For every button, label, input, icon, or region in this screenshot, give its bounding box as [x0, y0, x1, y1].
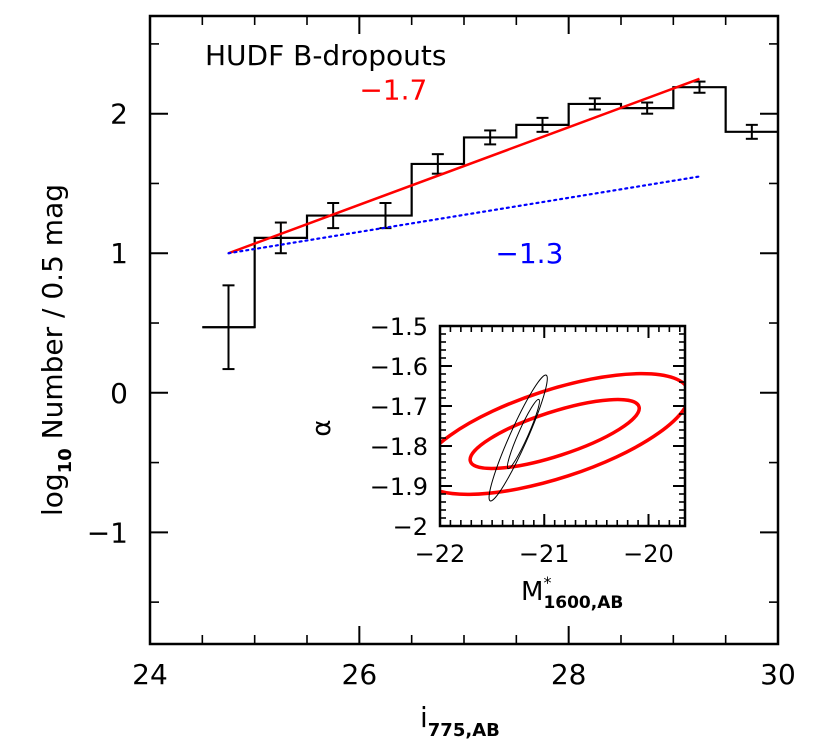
- inset-contours: [440, 371, 685, 502]
- inset-x-tick-label: −20: [623, 540, 674, 568]
- x-axis-label-sub: 775,AB: [428, 720, 500, 741]
- histogram: [202, 86, 778, 329]
- error-bar: [484, 129, 497, 146]
- inset-y-tick-label: −1.9: [370, 473, 428, 501]
- y-axis-label: log10 Number / 0.5 mag: [36, 184, 76, 516]
- y-tick-label: 2: [110, 98, 128, 131]
- inset-y-tick-label: −1.5: [370, 313, 428, 341]
- inset-x-axis-label-sup: *: [543, 573, 551, 592]
- y-tick-label: −1: [87, 516, 128, 549]
- inset-plot-frame: [438, 324, 687, 528]
- x-tick-label: 24: [132, 658, 168, 691]
- inset-y-tick-label: −2: [393, 513, 428, 541]
- inset-y-axis-label: α: [307, 419, 337, 436]
- y-tick-label: 1: [110, 237, 128, 270]
- main-axis-ticks: 24 26 28 30 −1 0 1 2: [87, 16, 796, 691]
- fit-lines: [227, 77, 701, 255]
- main-plot: 24 26 28 30 −1 0 1 2 HUDF B-dropouts −1.7 −1.3 i…: [36, 14, 796, 741]
- y-axis-label-sub: 10: [55, 448, 76, 473]
- inset-y-tick-label: −1.6: [370, 353, 428, 381]
- error-bar: [536, 116, 549, 133]
- fit-line-red: [228, 77, 700, 255]
- error-bar: [202, 284, 255, 371]
- black-contour-inner: [506, 398, 540, 470]
- inset-x-tick-label: −22: [415, 540, 466, 568]
- red-contour-inner: [468, 397, 641, 471]
- histogram-step-line: [202, 86, 778, 329]
- error-bar: [588, 97, 601, 111]
- inset-axis-ticks: −22 −21 −20 −2 −1.9 −1.8 −1.7 −1.6 −1.5: [370, 313, 685, 568]
- inset-x-tick-label: −21: [519, 540, 570, 568]
- error-bar: [274, 221, 287, 255]
- black-contour-outer: [488, 374, 548, 502]
- x-tick-label: 26: [342, 658, 378, 691]
- x-axis-label: i775,AB: [420, 701, 500, 741]
- fit-line-blue-dotted: [227, 175, 701, 255]
- error-bars: [202, 80, 758, 371]
- inset-x-axis-label: M* 1600,AB: [521, 573, 623, 613]
- chart-title: HUDF B-dropouts: [205, 39, 446, 72]
- slope-annotations: −1.7 −1.3: [359, 74, 563, 270]
- y-axis-label-rest: Number / 0.5 mag: [36, 184, 69, 448]
- slope-annotation: −1.3: [495, 237, 563, 270]
- slope-annotation: −1.7: [359, 74, 427, 107]
- inset-plot: −22 −21 −20 −2 −1.9 −1.8 −1.7 −1.6 −1.5 M* 1600,A…: [307, 313, 687, 613]
- x-tick-label: 30: [760, 658, 796, 691]
- red-contour-outer: [440, 371, 685, 497]
- x-tick-label: 28: [551, 658, 587, 691]
- y-tick-label: 0: [110, 377, 128, 410]
- inset-y-tick-label: −1.8: [370, 433, 428, 461]
- x-axis-label-main: i: [420, 701, 428, 734]
- error-bar: [641, 101, 654, 115]
- inset-x-axis-label-main: M: [521, 577, 543, 607]
- inset-y-tick-label: −1.7: [370, 393, 428, 421]
- y-axis-label-prefix: log: [36, 473, 69, 516]
- error-bar: [745, 123, 758, 140]
- inset-x-axis-label-sub: 1600,AB: [543, 593, 623, 613]
- inset-background: [440, 326, 685, 526]
